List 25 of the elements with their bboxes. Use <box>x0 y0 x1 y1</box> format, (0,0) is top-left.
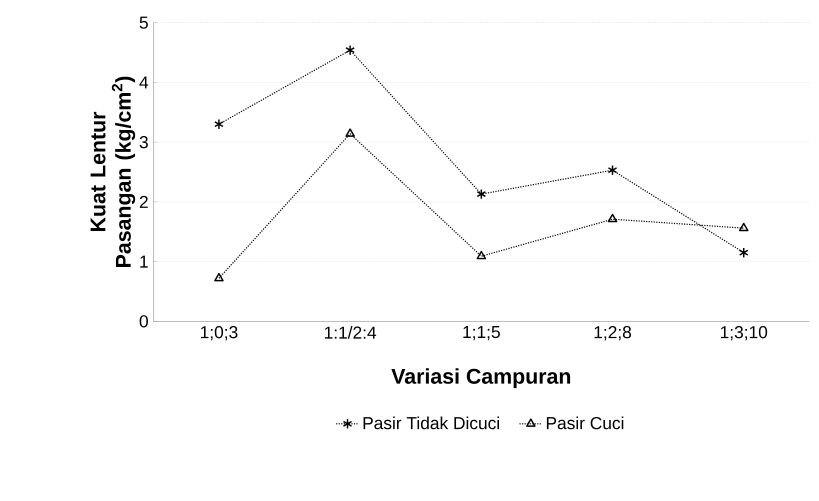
point <box>214 272 224 282</box>
x-tick-label: 1;0;3 <box>200 326 238 340</box>
y-tick-label: 0 <box>140 315 148 328</box>
y-tick-label: 2 <box>140 196 148 208</box>
point <box>214 118 224 130</box>
y-tick-label: 1 <box>140 256 148 268</box>
x-tick-label: 1;1;5 <box>463 326 500 340</box>
point <box>608 164 618 176</box>
legend-label: Pasir Cuci <box>546 416 624 430</box>
y-tick-label: 5 <box>140 16 148 29</box>
x-tick-label: 1;2;8 <box>594 326 632 340</box>
point <box>738 247 749 258</box>
point <box>345 128 355 137</box>
x-tick-label: 1:1/2:4 <box>324 326 376 339</box>
point <box>345 44 355 56</box>
point <box>608 214 618 222</box>
y-tick-label: 4 <box>139 76 148 88</box>
point <box>476 250 486 260</box>
y-tick-label: 3 <box>140 136 148 148</box>
point <box>738 222 749 232</box>
legend-label: Pasir Tidak Dicuci <box>364 416 499 430</box>
x-tick-label: 1;3;10 <box>720 326 768 340</box>
point <box>476 188 486 200</box>
y-axis-title: Kuat Lentur Pasangan (kg/cm$^{2}$) <box>90 76 136 267</box>
x-axis-title: Variasi Campuran <box>391 368 570 388</box>
